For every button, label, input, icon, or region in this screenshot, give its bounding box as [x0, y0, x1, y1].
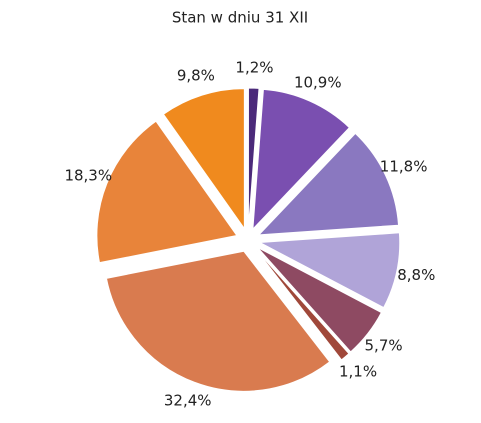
- pie-slice: [162, 88, 245, 231]
- pie-slice: [257, 232, 401, 309]
- data-label: 11,8%: [380, 157, 428, 175]
- data-label: 9,8%: [177, 67, 215, 85]
- chart-subtitle: Stan w dniu 31 XII: [172, 9, 308, 27]
- data-label: 10,9%: [294, 73, 342, 91]
- data-label: 18,3%: [64, 167, 112, 185]
- data-label: 32,4%: [164, 392, 212, 410]
- pie-slice: [255, 248, 350, 361]
- pie-slice: [252, 88, 351, 231]
- pie-slice: [257, 132, 400, 236]
- data-label: 1,1%: [339, 363, 377, 381]
- pie-slice: [257, 246, 383, 353]
- pie-slice: [96, 120, 238, 264]
- data-label: 5,7%: [365, 336, 403, 354]
- pie-slice: [247, 87, 260, 229]
- data-label: 1,2%: [235, 59, 273, 77]
- pie-slice: [105, 250, 331, 392]
- data-label: 8,8%: [397, 266, 435, 284]
